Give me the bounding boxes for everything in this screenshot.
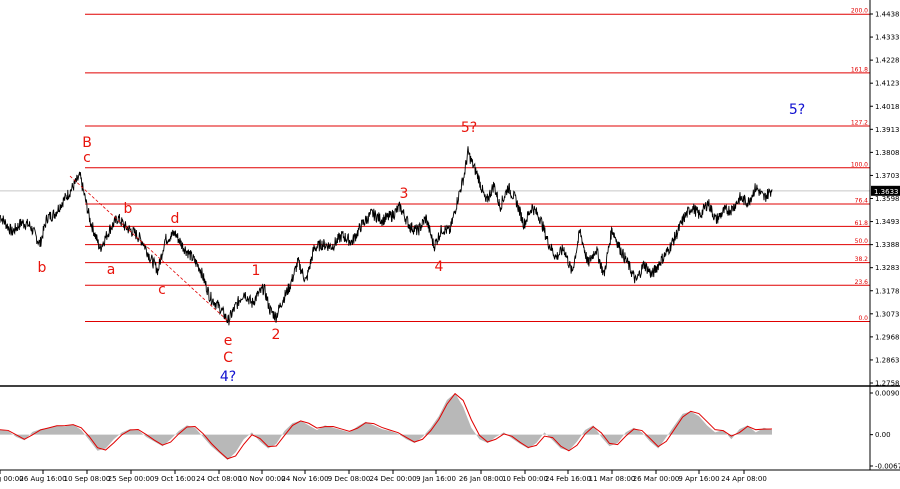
fib-level-label: 200.0 (851, 8, 868, 15)
time-tick-label: 10 Feb 00:00 (502, 475, 548, 483)
fib-level-label: 76.4 (855, 197, 869, 204)
osc-tick-label: 0.00902 (875, 390, 900, 398)
fib-level-label: 38.2 (855, 256, 869, 263)
wave-label: b (38, 260, 47, 276)
fibonacci-levels: 200.0 161.8 127.2 100.0 76.4 61.8 50.0 38.2 23.6… (85, 8, 870, 322)
wave-label: d (171, 211, 180, 227)
price-tick-label: 1.3178 (875, 287, 900, 295)
price-tick-label: 1.3598 (875, 195, 900, 203)
time-tick-label: 11 Mar 08:00 (589, 475, 636, 483)
fib-level-label: 50.0 (855, 238, 869, 245)
time-tick-label: 9 Jan 16:00 (416, 475, 456, 483)
wave-label: B (82, 135, 92, 151)
time-tick-label: 9 Oct 16:00 (154, 475, 195, 483)
price-tick-label: 1.3913 (875, 126, 900, 134)
price-tick-label: 1.4333 (875, 34, 900, 42)
time-tick-label: 26 Jan 08:00 (459, 475, 503, 483)
fib-level-label: 127.2 (851, 120, 868, 127)
current-price-tag (871, 185, 900, 196)
wave-label: C (223, 350, 233, 366)
price-tick-label: 1.4228 (875, 57, 900, 65)
price-tick-label: 1.2758 (875, 380, 900, 388)
fib-level-label: 161.8 (851, 66, 868, 73)
price-tick-label: 1.3283 (875, 264, 900, 272)
price-tick-label: 1.3493 (875, 218, 900, 226)
wave-label: c (158, 282, 166, 298)
oscillator-panel: 0.00902 0.00 -0.00679 (0, 390, 900, 471)
current-price-value: 1.3633 (874, 188, 899, 196)
price-series (0, 146, 773, 326)
time-tick-label: 24 Dec 00:00 (369, 475, 416, 483)
osc-tick-label: -0.00679 (875, 463, 900, 471)
time-tick-label: 20 Aug 00:00 (0, 475, 24, 483)
wave-label: 3 (400, 186, 409, 202)
price-tick-label: 1.4018 (875, 103, 900, 111)
price-tick-label: 1.3388 (875, 241, 900, 249)
time-tick-label: 24 Oct 08:00 (196, 475, 242, 483)
wave-label: c (83, 150, 91, 166)
price-tick-label: 1.3703 (875, 172, 900, 180)
wave-label: 4? (220, 369, 236, 385)
wave-label: 5? (789, 102, 805, 118)
time-tick-label: 9 Apr 16:00 (678, 475, 719, 483)
fib-level-label: 61.8 (855, 220, 869, 227)
osc-histogram (0, 393, 772, 461)
time-tick-label: 26 Aug 16:00 (19, 475, 66, 483)
time-tick-label: 9 Dec 08:00 (328, 475, 371, 483)
time-tick-label: 10 Sep 08:00 (64, 475, 111, 483)
time-tick-label: 24 Apr 08:00 (721, 475, 767, 483)
wave-label: b (124, 201, 133, 217)
fib-level-label: 23.6 (855, 279, 869, 286)
wave-label: a (107, 262, 116, 278)
wave-label: e (224, 333, 233, 349)
time-tick-label: 25 Sep 00:00 (108, 475, 155, 483)
wave-labels: Bc b a b d c eC 4? 1 2 3 4 5? 5? (38, 102, 806, 385)
time-tick-label: 10 Nov 00:00 (238, 475, 285, 483)
wave-label: 1 (252, 263, 261, 279)
price-tick-label: 1.3808 (875, 149, 900, 157)
price-tick-label: 1.3073 (875, 310, 900, 318)
price-tick-label: 1.4123 (875, 80, 900, 88)
osc-tick-label: 0.00 (875, 431, 891, 439)
price-axis: 1.4438 1.4333 1.4228 1.4123 1.4018 1.3913 1.38… (0, 11, 900, 388)
time-tick-label: 24 Feb 16:00 (545, 475, 591, 483)
wave-label: 4 (435, 259, 444, 275)
wave-label: 2 (272, 327, 281, 343)
fib-level-label: 100.0 (851, 161, 868, 168)
wave-label: 5? (461, 120, 477, 136)
wave-trendline (69, 175, 229, 322)
price-tick-label: 1.2968 (875, 333, 900, 341)
price-line (0, 146, 773, 326)
time-tick-label: 26 Mar 00:00 (633, 475, 680, 483)
time-tick-label: 24 Nov 16:00 (281, 475, 328, 483)
price-tick-label: 1.4438 (875, 11, 900, 19)
fib-level-label: 0.0 (858, 315, 868, 322)
price-tick-label: 1.2863 (875, 356, 900, 364)
osc-signal-line (0, 392, 773, 460)
